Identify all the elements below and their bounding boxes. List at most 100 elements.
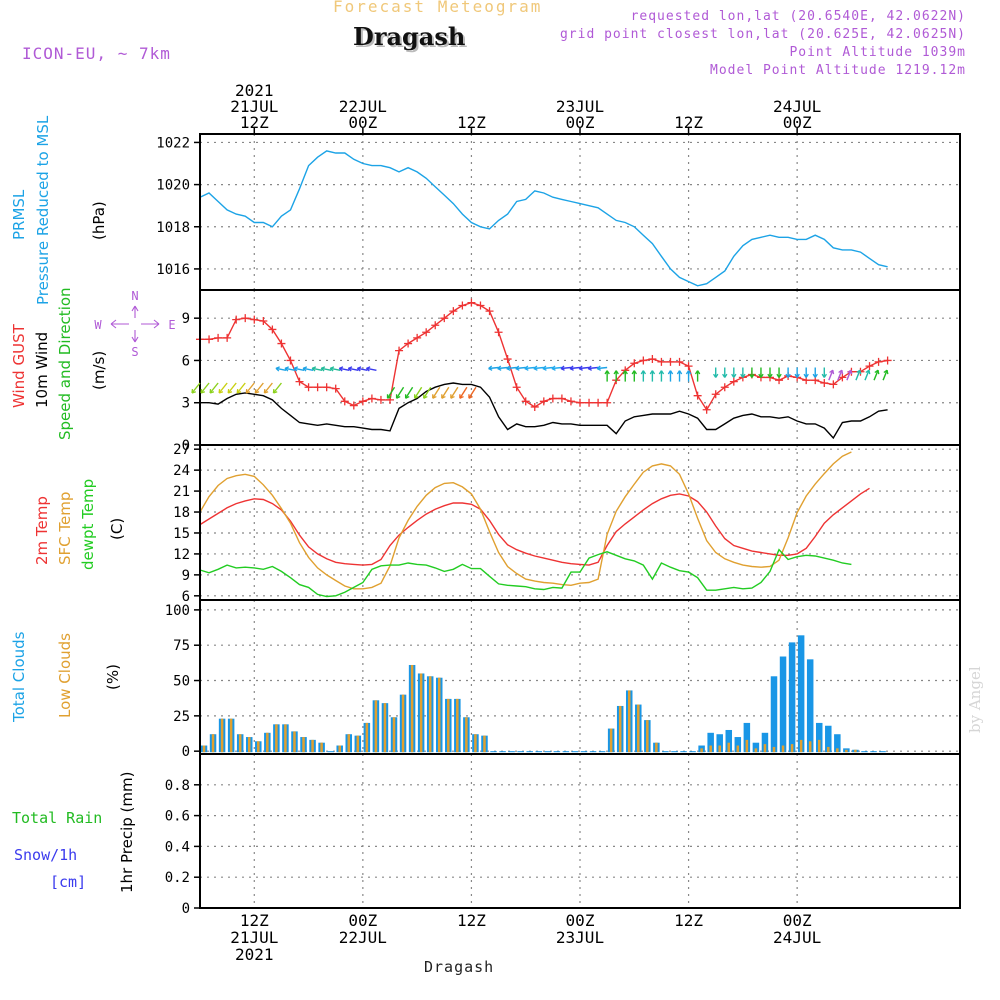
y-tick-label: 6 [182, 589, 190, 605]
cloud-bar-total [553, 751, 561, 753]
wind-arrow-head [613, 370, 619, 375]
gust-marker [557, 394, 566, 403]
top-time-label: 12Z [674, 113, 703, 132]
wind-arrow-head [200, 388, 206, 394]
cloud-bar-total [562, 751, 570, 753]
cloud-bar-low [428, 676, 432, 753]
gust-marker [666, 357, 675, 366]
gust-marker [530, 402, 539, 411]
bottom-time-label: 21JUL [230, 928, 278, 947]
wind-arrow-head [713, 373, 719, 378]
gust-marker [485, 307, 494, 316]
cloud-bar-low [637, 704, 640, 753]
cloud-bar-low [347, 734, 351, 753]
wind-arrow-head [838, 369, 844, 375]
cloud-bar-low [718, 745, 721, 753]
cloud-bar-total [598, 751, 606, 753]
gust-marker [286, 356, 295, 365]
cloud-bar-low [646, 720, 649, 753]
wind-direction-arrow [597, 366, 608, 370]
wind-arrow-head [767, 373, 773, 378]
wind-arrow-head [468, 394, 473, 399]
wind-arrow-head [275, 366, 280, 372]
compass-east: E [168, 318, 175, 332]
y-tick-label: 21 [173, 484, 190, 500]
cloud-bar-low [275, 724, 278, 753]
wind-direction-arrow [330, 367, 341, 372]
gust-marker [413, 333, 422, 342]
wind-direction-arrow [551, 366, 562, 370]
wind-arrow-head [667, 370, 674, 375]
wind-direction-arrow [348, 367, 359, 372]
cloud-bar-total [797, 635, 805, 753]
wind-direction-arrow [209, 382, 219, 394]
wind-arrow-head [423, 394, 428, 399]
gust-marker [331, 384, 340, 393]
wind-direction-arrow [405, 386, 414, 399]
cloud-bar-total [526, 751, 533, 753]
wind-arrow-head [515, 365, 520, 371]
wind-direction-arrow [293, 367, 305, 372]
cloud-bar-total [671, 751, 678, 753]
wind-direction-arrow [357, 367, 368, 372]
gust-marker [657, 357, 666, 366]
wind-direction-arrow [578, 366, 590, 370]
cloud-bar-low [655, 742, 658, 753]
cloud-bar-total [517, 751, 524, 753]
y-tick-label: 6 [182, 353, 190, 369]
bottom-time-label: 24JUL [773, 928, 821, 947]
wind-arrow-head [749, 373, 755, 378]
cloud-bar-low [736, 745, 740, 753]
wind-arrow-head [450, 394, 455, 399]
top-time-label: 00Z [348, 113, 377, 132]
cloud-bar-low [311, 739, 314, 753]
wind-arrow-head [587, 365, 592, 371]
cloud-bar-total [815, 722, 823, 753]
wind-arrow-head [694, 370, 701, 375]
cloud-bar-total [589, 751, 597, 753]
wind-arrow-head [676, 370, 683, 375]
model-point-altitude: Model Point Altitude 1219.12m [710, 63, 966, 78]
cloud-bar-low [401, 694, 405, 753]
gust-marker [729, 377, 738, 386]
pressure-label-msl: Pressure Reduced to MSL [34, 115, 52, 305]
cloud-bar-low [338, 745, 341, 753]
clouds-label-total: Total Clouds [10, 631, 28, 722]
cloud-bar-low [727, 742, 731, 753]
gust-marker [594, 398, 603, 407]
wind-direction-arrow [542, 366, 553, 370]
wind-arrow-head [740, 373, 746, 378]
cloud-bar-low [474, 734, 477, 753]
compass-north: N [131, 289, 138, 303]
gust-marker [250, 315, 259, 324]
wind-arrow-head [263, 388, 269, 394]
gust-marker [512, 383, 521, 392]
wind-arrow-head [560, 365, 565, 371]
series-10m-wind [200, 382, 888, 440]
gust-marker [376, 395, 385, 404]
cloud-bar-total [662, 751, 669, 753]
cloud-bar-low [247, 737, 251, 753]
series-sfc-temp [199, 451, 852, 590]
series-2m-temp [199, 487, 870, 566]
cloud-bar-low [790, 744, 794, 753]
wind-arrow-head [302, 366, 308, 372]
wind-arrow-head [865, 369, 871, 375]
wind-arrow-head [785, 373, 791, 378]
wind-direction-arrow [312, 367, 323, 372]
cloud-bar-low [808, 741, 812, 753]
cloud-bar-total [580, 751, 588, 753]
cloud-bar-low [293, 731, 296, 753]
top-time-label: 21JUL [230, 97, 278, 116]
wind-arrow-head [776, 373, 782, 378]
wind-direction-arrow [321, 367, 332, 372]
wind-direction-arrow [284, 367, 296, 372]
wind-direction-arrow [395, 386, 405, 399]
cloud-bar-total [761, 732, 769, 753]
gust-marker [576, 398, 584, 407]
gust-marker [223, 333, 232, 342]
wind-arrow-head [236, 388, 242, 394]
series-dewpt-temp [199, 548, 852, 598]
gust-marker [585, 398, 594, 407]
